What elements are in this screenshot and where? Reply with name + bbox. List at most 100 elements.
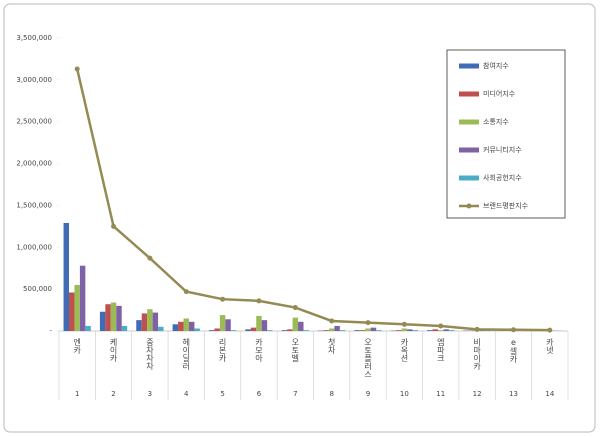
x-tick-label: 중차차차 <box>145 338 154 371</box>
bar <box>230 330 237 331</box>
x-tick-number: 12 <box>473 390 482 398</box>
legend-swatch <box>459 175 479 181</box>
x-tick-label: 케이카 <box>109 338 118 363</box>
bar <box>354 330 360 331</box>
bar <box>110 302 117 331</box>
bar <box>152 312 159 331</box>
x-tick-number: 9 <box>366 390 370 398</box>
bar <box>99 311 106 331</box>
bar <box>121 325 128 331</box>
y-tick-label: 2,500,000 <box>16 118 52 126</box>
bar <box>85 325 91 331</box>
line-marker <box>292 305 298 311</box>
x-tick-number: 13 <box>509 390 518 398</box>
line-marker <box>547 327 553 333</box>
bar <box>194 328 200 331</box>
x-tick-number: 6 <box>257 390 262 398</box>
bar <box>323 330 329 331</box>
x-tick-number: 1 <box>75 390 79 398</box>
legend-marker <box>466 203 472 209</box>
legend-box <box>446 49 566 219</box>
bar <box>208 330 215 331</box>
bar <box>376 330 382 331</box>
bar <box>412 330 419 331</box>
bar <box>328 328 335 331</box>
bar <box>250 327 257 331</box>
bar <box>141 313 148 331</box>
bar <box>365 328 371 331</box>
line-marker <box>438 323 444 329</box>
bar <box>298 321 304 331</box>
x-tick-label: 카넷 <box>545 338 554 355</box>
bar <box>401 328 408 331</box>
line-marker <box>256 298 262 304</box>
line-marker <box>329 318 335 324</box>
legend-swatch <box>459 147 479 153</box>
line-marker <box>183 289 189 295</box>
bar <box>438 330 444 331</box>
y-tick-label: - <box>49 327 52 335</box>
legend-label: 참여지수 <box>483 61 509 70</box>
line-marker <box>74 66 80 72</box>
bar <box>370 327 377 331</box>
bar <box>432 329 439 331</box>
line-marker <box>220 296 226 302</box>
legend-label: 브랜드평판지수 <box>483 201 529 210</box>
bar <box>292 317 299 331</box>
bar <box>396 330 402 331</box>
x-tick-label: 첫차 <box>327 338 336 355</box>
bar <box>339 330 346 331</box>
y-tick-label: 3,500,000 <box>16 34 52 42</box>
bar <box>256 315 262 331</box>
legend-label: 미디어지수 <box>483 89 516 98</box>
line-marker <box>147 255 153 261</box>
x-tick-label: e셀카 <box>509 338 518 364</box>
x-tick-number: 8 <box>329 390 333 398</box>
x-tick-number: 14 <box>545 390 554 398</box>
bar <box>158 326 164 331</box>
bar <box>219 315 226 331</box>
bar <box>63 223 69 331</box>
legend-label: 사회공헌지수 <box>483 173 522 182</box>
x-tick-label: 헤이딜러 <box>182 338 191 371</box>
x-tick-number: 4 <box>184 390 189 398</box>
line-marker <box>365 320 371 326</box>
legend-label: 커뮤니티지수 <box>483 145 522 154</box>
x-tick-label: 비마이카 <box>472 338 481 371</box>
bar <box>214 328 220 331</box>
bar <box>172 324 179 331</box>
x-tick-label: 리본카 <box>218 338 227 363</box>
bar <box>267 330 273 331</box>
legend-label: 소통지수 <box>483 117 509 126</box>
x-tick-label: 오토벨 <box>291 338 300 362</box>
legend-swatch <box>459 91 479 97</box>
line <box>75 68 550 332</box>
x-tick-number: 3 <box>148 390 152 398</box>
bar <box>188 321 195 331</box>
y-tick-label: 1,500,000 <box>16 201 52 209</box>
bar <box>407 329 413 331</box>
y-tick-label: 500,000 <box>23 285 52 293</box>
x-tick-label: 엔카 <box>72 337 81 355</box>
x-tick-label: 오토플러스 <box>364 338 373 378</box>
bar <box>287 329 293 331</box>
bar <box>281 330 288 331</box>
x-tick-label: 카모아 <box>254 338 263 363</box>
bar <box>245 329 251 331</box>
bar <box>178 321 184 331</box>
bar <box>225 319 231 331</box>
bar <box>427 330 433 331</box>
bar <box>147 309 153 331</box>
y-tick-label: 2,000,000 <box>16 160 52 168</box>
bar <box>359 330 366 331</box>
bar <box>261 320 268 331</box>
x-tick-number: 7 <box>293 390 297 398</box>
x-tick-number: 5 <box>220 390 224 398</box>
bar <box>448 330 455 331</box>
x-tick-number: 2 <box>111 390 115 398</box>
bar <box>334 325 340 331</box>
bar <box>79 265 86 331</box>
bar <box>183 318 189 331</box>
